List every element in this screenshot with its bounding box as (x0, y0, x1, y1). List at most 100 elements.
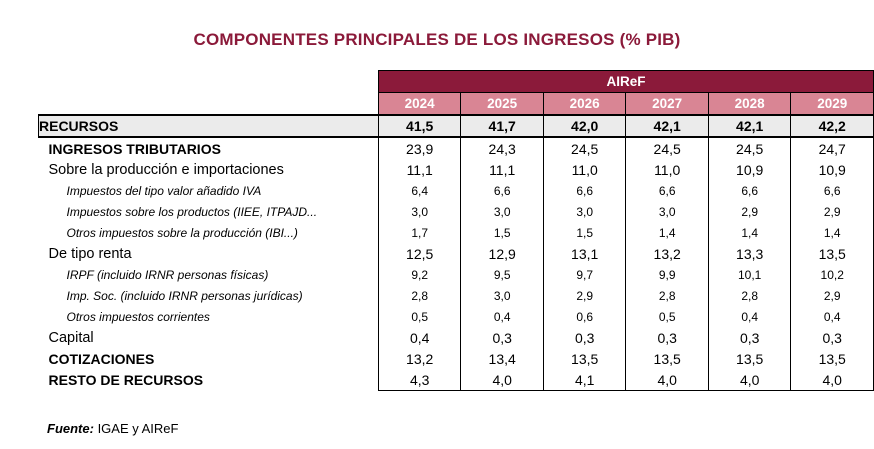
row-value: 2,8 (377, 285, 462, 306)
row-value: 2,9 (790, 201, 874, 222)
row-value: 6,6 (707, 180, 792, 201)
row-label: IRPF (incluido IRNR personas físicas) (66, 267, 269, 282)
row-value: 41,5 (377, 114, 462, 138)
row-label: Sobre la producción e importaciones (48, 161, 284, 178)
row-value: 24,7 (790, 137, 874, 159)
row-value: 24,5 (542, 137, 627, 159)
row-value: 3,0 (625, 201, 709, 222)
table-row: Impuestos sobre los productos (IIEE, ITP… (39, 201, 874, 222)
row-value: 4,0 (625, 369, 709, 391)
row-value: 9,2 (377, 264, 462, 285)
row-value: 11,1 (460, 159, 544, 180)
table-body: RECURSOS 41,5 41,7 42,0 42,1 42,1 42,2 INGRESOS… (38, 114, 874, 391)
table-title: COMPONENTES PRINCIPALES DE LOS INGRESOS … (193, 30, 681, 49)
year-header: 2027 (625, 92, 709, 116)
table-row: Capital 0,4 0,3 0,3 0,3 0,3 0,3 (39, 327, 874, 348)
table-row: Impuestos del tipo valor añadido IVA 6,4 6… (39, 180, 874, 201)
row-value: 4,0 (707, 369, 792, 391)
row-value: 2,8 (707, 285, 792, 306)
row-value: 2,9 (542, 285, 627, 306)
row-value: 11,0 (542, 159, 627, 180)
row-value: 9,7 (542, 264, 627, 285)
table-row: Otros impuestos corrientes 0,5 0,4 0,6 0,5 0,… (39, 306, 874, 327)
table-row: INGRESOS TRIBUTARIOS 23,9 24,3 24,5 24,5 24,5… (39, 137, 874, 159)
row-value: 6,6 (460, 180, 544, 201)
row-value: 9,5 (460, 264, 544, 285)
brand-header: AIReF (377, 70, 874, 93)
table-row: Imp. Soc. (incluido IRNR personas jurídi… (39, 285, 874, 306)
row-value: 0,4 (460, 306, 544, 327)
row-value: 10,9 (707, 159, 792, 180)
row-value: 0,3 (790, 327, 874, 348)
row-value: 9,9 (625, 264, 709, 285)
row-label: Imp. Soc. (incluido IRNR personas jurídi… (66, 288, 303, 303)
year-header: 2024 (377, 92, 462, 116)
row-value: 3,0 (542, 201, 627, 222)
row-value: 1,4 (790, 222, 874, 243)
row-value: 13,2 (625, 243, 709, 264)
row-value: 42,0 (542, 114, 627, 138)
row-value: 13,2 (377, 348, 462, 369)
row-value: 0,3 (625, 327, 709, 348)
year-header-row: 2024 2025 2026 2027 2028 2029 (39, 92, 874, 116)
year-header: 2026 (542, 92, 627, 116)
row-value: 24,5 (707, 137, 792, 159)
row-value: 6,4 (377, 180, 462, 201)
table-row: Otros impuestos sobre la producción (IBI… (39, 222, 874, 243)
row-value: 11,1 (377, 159, 462, 180)
row-value: 4,1 (542, 369, 627, 391)
row-value: 3,0 (377, 201, 462, 222)
table-row: Sobre la producción e importaciones 11,1 1… (39, 159, 874, 180)
row-value: 4,0 (460, 369, 544, 391)
row-value: 23,9 (377, 137, 462, 159)
row-value: 0,3 (707, 327, 792, 348)
row-value: 13,1 (542, 243, 627, 264)
row-label: COTIZACIONES (48, 350, 155, 367)
table-row: IRPF (incluido IRNR personas físicas) 9,2… (39, 264, 874, 285)
row-value: 4,3 (377, 369, 462, 391)
row-value: 0,5 (625, 306, 709, 327)
row-value: 10,1 (707, 264, 792, 285)
year-header: 2028 (707, 92, 792, 116)
year-header: 2025 (460, 92, 544, 116)
row-value: 13,5 (625, 348, 709, 369)
row-value: 1,4 (707, 222, 792, 243)
table-row: COTIZACIONES 13,2 13,4 13,5 13,5 13,5 13,5 (39, 348, 874, 369)
row-value: 0,4 (377, 327, 462, 348)
table-row: De tipo renta 12,5 12,9 13,1 13,2 13,3 13,5 (39, 243, 874, 264)
row-value: 3,0 (460, 201, 544, 222)
row-value: 2,9 (790, 285, 874, 306)
row-value: 0,6 (542, 306, 627, 327)
row-value: 1,5 (460, 222, 544, 243)
header-blank (39, 93, 379, 116)
row-value: 6,6 (542, 180, 627, 201)
revenue-table: AIReF 2024 2025 2026 2027 2028 2029 RECU… (38, 70, 874, 391)
row-value: 0,3 (460, 327, 544, 348)
row-value: 13,5 (542, 348, 627, 369)
row-value: 1,5 (542, 222, 627, 243)
row-value: 1,7 (377, 222, 462, 243)
row-value: 13,5 (790, 243, 874, 264)
source-text: IGAE y AIReF (93, 421, 179, 436)
source-label: Fuente: (47, 421, 94, 436)
row-value: 6,6 (790, 180, 874, 201)
row-value: 0,3 (542, 327, 627, 348)
row-value: 1,4 (625, 222, 709, 243)
row-value: 13,4 (460, 348, 544, 369)
row-value: 13,3 (707, 243, 792, 264)
row-value: 6,6 (625, 180, 709, 201)
row-value: 24,5 (625, 137, 709, 159)
brand-header-row: AIReF (39, 70, 874, 93)
row-value: 2,8 (625, 285, 709, 306)
row-value: 10,2 (790, 264, 874, 285)
row-value: 10,9 (790, 159, 874, 180)
row-label: RESTO DE RECURSOS (48, 371, 204, 388)
row-value: 42,2 (790, 114, 874, 138)
row-label: De tipo renta (48, 245, 132, 262)
row-label: Impuestos sobre los productos (IIEE, ITP… (66, 204, 318, 219)
year-header: 2029 (790, 92, 874, 116)
row-label: Impuestos del tipo valor añadido IVA (66, 183, 262, 198)
row-value: 42,1 (625, 114, 709, 138)
row-label: INGRESOS TRIBUTARIOS (48, 140, 221, 157)
row-value: 2,9 (707, 201, 792, 222)
